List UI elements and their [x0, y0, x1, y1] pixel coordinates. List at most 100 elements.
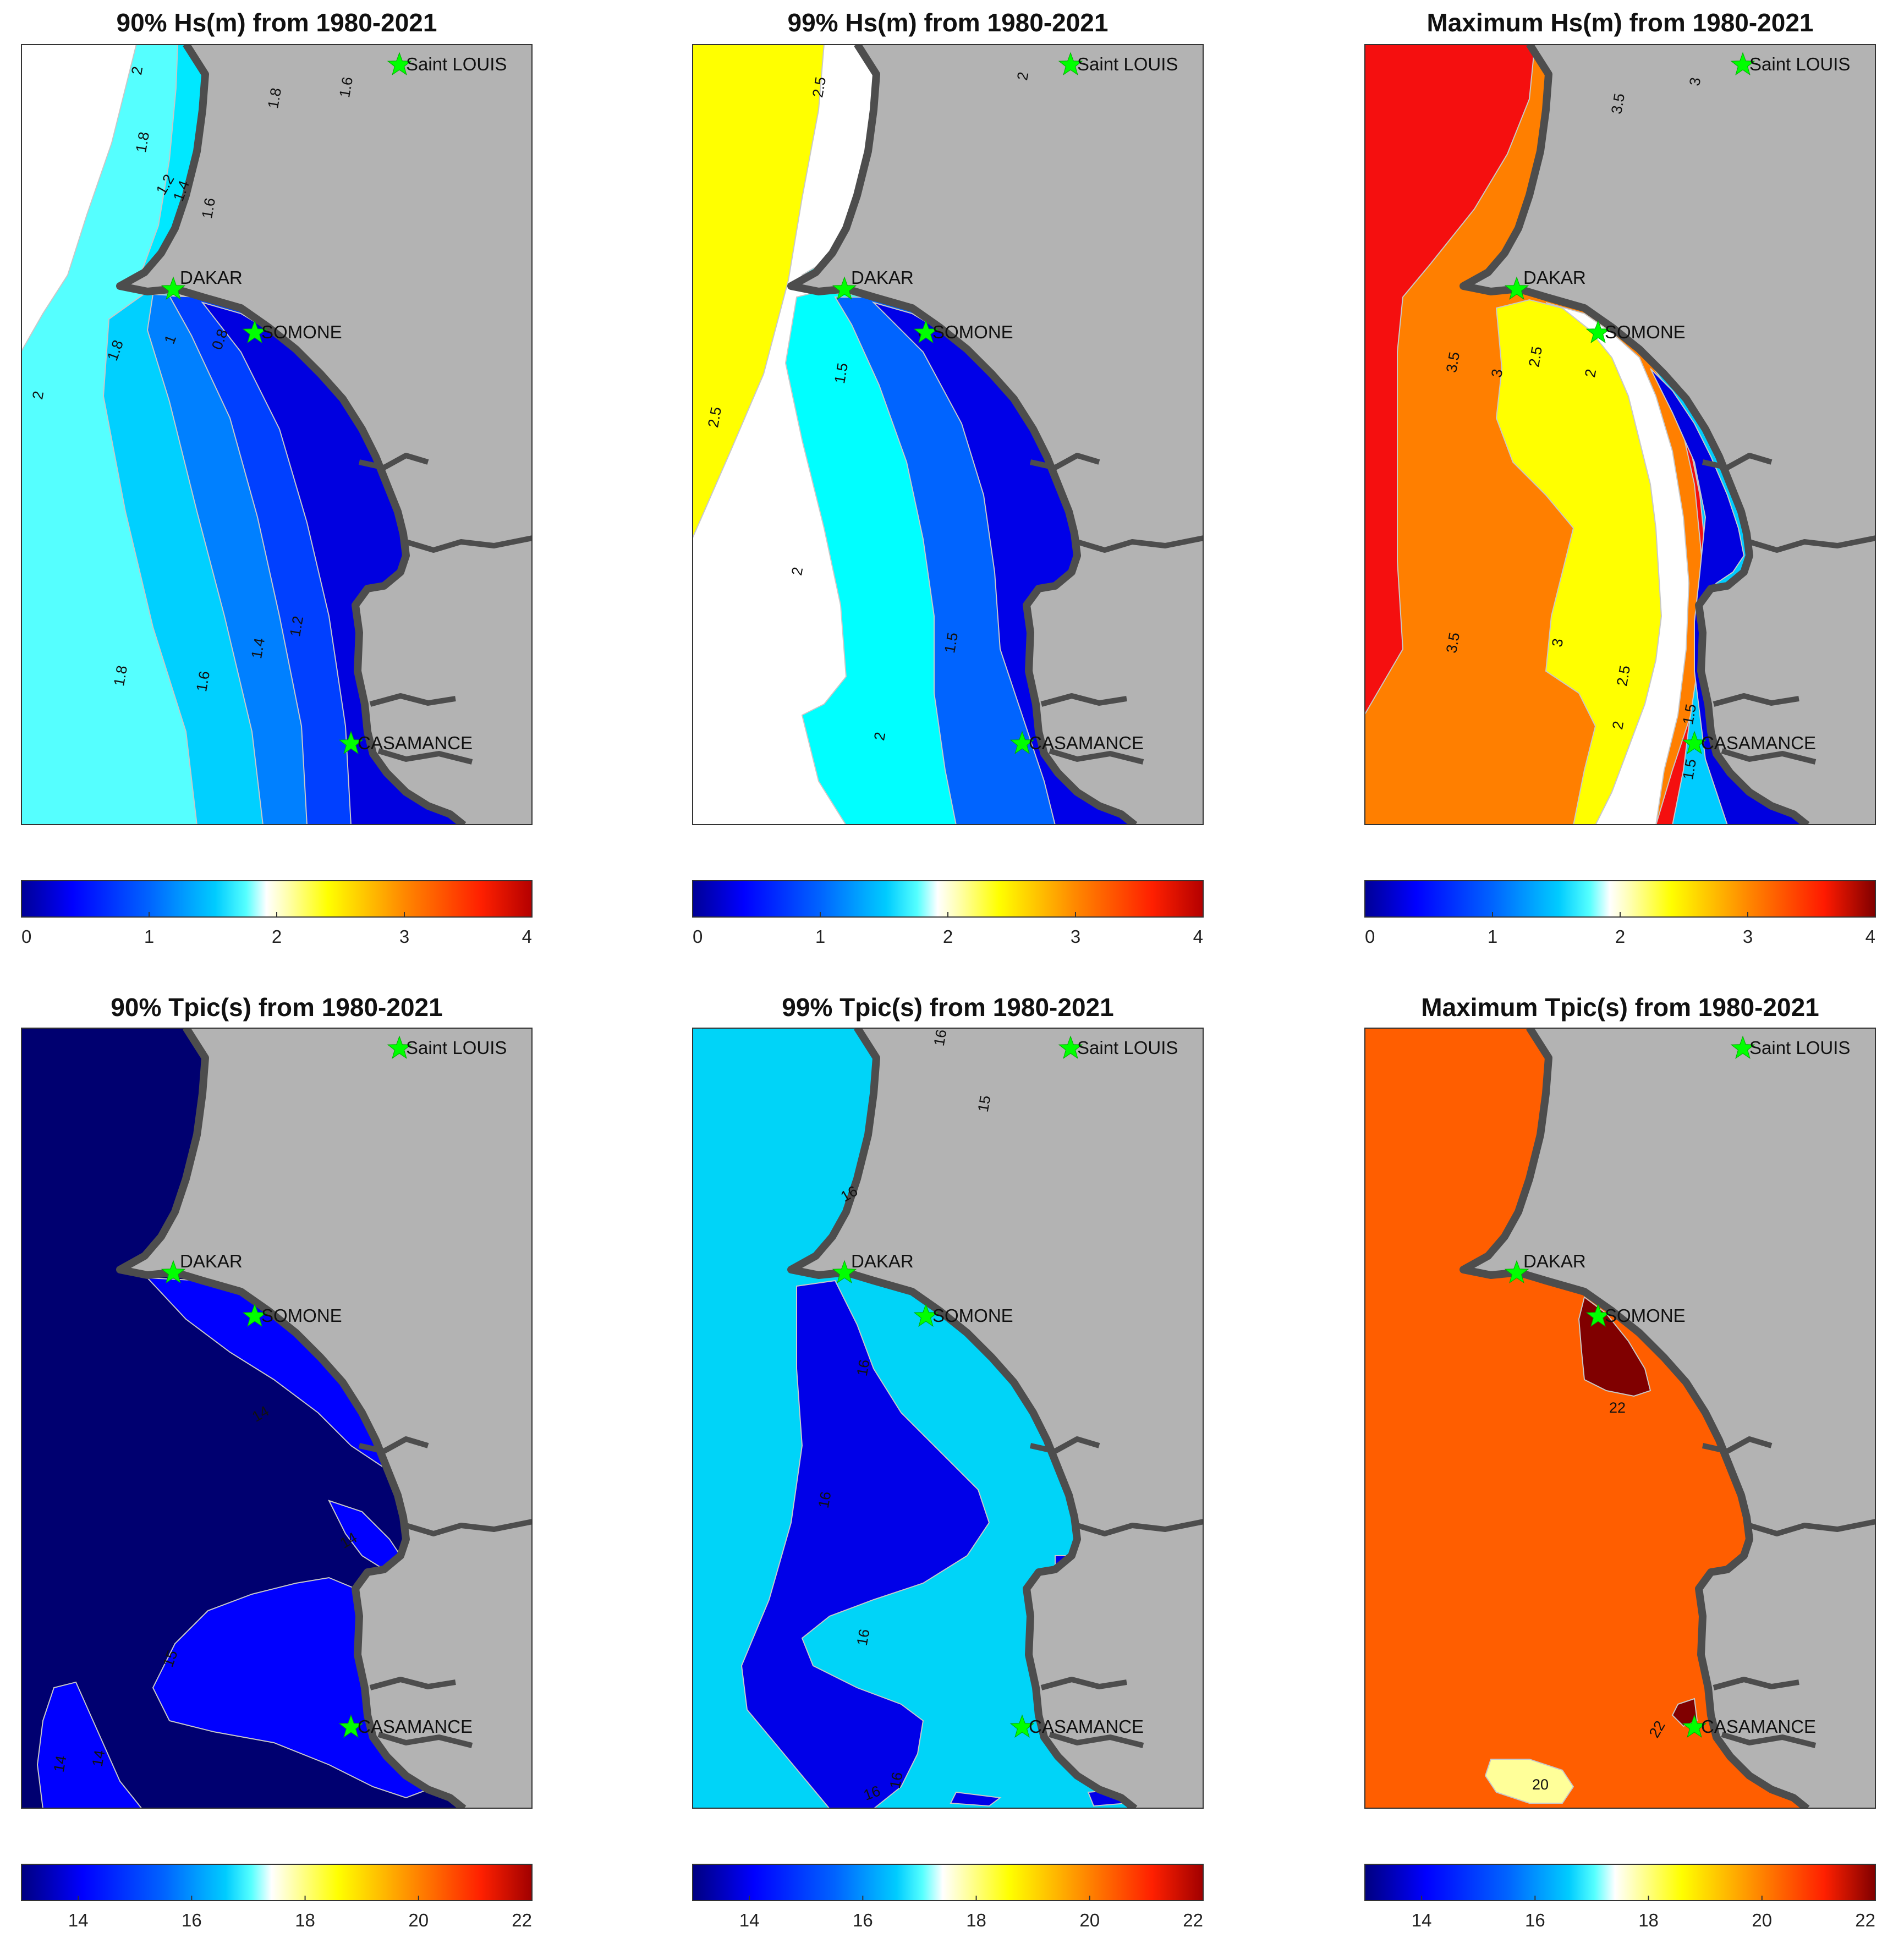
contour-region-1: [21, 44, 138, 354]
contour-label: 3: [1488, 367, 1506, 378]
city-label: SOMONE: [1605, 322, 1686, 342]
contour-label: 22: [1609, 1399, 1626, 1416]
estuary-1: [1702, 1436, 1773, 1454]
city-marker-star-icon: [1682, 731, 1707, 754]
colorbar-tick-label: 14: [739, 1910, 760, 1930]
contour-label: 3: [1686, 76, 1704, 87]
colorbar-gradient: [1364, 880, 1876, 918]
estuary-1: [358, 1436, 429, 1454]
colorbar-tick-label: 16: [182, 1910, 202, 1930]
estuary-1: [1029, 1436, 1100, 1454]
colorbar-tick-label: 16: [1525, 1910, 1545, 1930]
city-marker-star-icon: [242, 1303, 267, 1327]
city-marker-star-icon: [1009, 1714, 1035, 1738]
city-label: Saint LOUIS: [1077, 1037, 1178, 1058]
city-label: CASAMANCE: [1701, 1716, 1816, 1737]
contour-label: 1.6: [193, 669, 213, 693]
colorbar: 0 1 2 3 4: [692, 880, 1204, 947]
city-marker-star-icon: [338, 1714, 364, 1738]
panel-title: 99% Tpic(s) from 1980-2021: [782, 993, 1114, 1022]
panel-title: 90% Tpic(s) from 1980-2021: [111, 993, 443, 1022]
colorbar-tick-label: 3: [1071, 926, 1080, 947]
map-panel-2: 99% Hs(m) from 1980-2021 2 2.5 2.5 2 1.5 1 1.5 2…: [692, 0, 1204, 1960]
estuary-4: [1049, 748, 1144, 765]
city-marker-star-icon: [1585, 320, 1611, 343]
city-marker-star-icon: [1058, 1035, 1083, 1059]
city-marker-star-icon: [387, 52, 412, 75]
colorbar: 0 1 2 3 4: [21, 880, 533, 947]
colorbar: 14 16 18 20 22: [692, 1864, 1204, 1930]
coastline: [116, 1028, 467, 1809]
contour-label: 16: [854, 1628, 873, 1647]
city-label: SOMONE: [932, 1305, 1013, 1326]
city-label: CASAMANCE: [1701, 733, 1816, 753]
contour-label: 1.5: [831, 361, 851, 385]
panel-title: Maximum Tpic(s) from 1980-2021: [1421, 993, 1819, 1022]
colorbar-tick-label: 4: [1865, 926, 1875, 947]
contour-label: 3.5: [1443, 350, 1463, 374]
contour-region-4: [950, 1791, 1002, 1807]
contour-label: 2: [788, 566, 806, 577]
estuary-3: [369, 693, 456, 707]
contour-label: 1.5: [941, 631, 961, 654]
map-frame: [21, 1028, 533, 1809]
estuary-2: [1076, 1519, 1204, 1536]
contour-label: 2: [1014, 70, 1031, 81]
contour-label: 2.5: [1526, 345, 1545, 368]
colorbar: 0 1 2 3 4: [1364, 880, 1876, 947]
map-frame: [692, 44, 1204, 825]
colorbar: 14 16 18 20 22: [1364, 1864, 1876, 1930]
city-label: Saint LOUIS: [1077, 54, 1178, 74]
city-marker-star-icon: [161, 1260, 186, 1283]
estuary-4: [1721, 748, 1817, 765]
city-marker-star-icon: [832, 1260, 857, 1283]
map-canvas: 3.5 3 3.5 3 2.5 2 3.5 3 2.5 2 1.5 1.5 Saint LOUIS DAK…: [1364, 44, 1876, 825]
estuary-1: [1029, 453, 1100, 470]
contour-label: 1.8: [133, 130, 152, 153]
city-label: SOMONE: [261, 1305, 342, 1326]
colorbar-tick-label: 2: [1615, 926, 1625, 947]
colorbar-gradient: [21, 1864, 533, 1901]
land-mass: [791, 44, 1204, 825]
colorbar-tick-label: 0: [1365, 926, 1375, 947]
contour-label: 2.5: [705, 405, 725, 429]
city-marker-star-icon: [161, 276, 186, 300]
land-mass: [120, 44, 533, 825]
land-mass: [1463, 1028, 1876, 1809]
city-label: DAKAR: [180, 1251, 243, 1271]
land-mass: [1463, 44, 1876, 825]
colorbar-tick-label: 0: [21, 926, 31, 947]
estuary-2: [1748, 1519, 1876, 1536]
contour-label: 20: [1532, 1776, 1549, 1793]
contour-label: 2: [1582, 367, 1599, 378]
colorbar-tick-label: 1: [1488, 926, 1497, 947]
contour-label: 1.6: [199, 196, 218, 219]
contour-region-1: [692, 44, 825, 540]
city-label: SOMONE: [932, 322, 1013, 342]
contour-label: 1.8: [265, 86, 284, 109]
city-marker-star-icon: [1682, 1714, 1707, 1738]
map-panel-6: Maximum Tpic(s) from 1980-2021 22 20 22 Sain…: [1364, 0, 1876, 1960]
contour-label: 16: [854, 1358, 873, 1377]
map-frame: [692, 1028, 1204, 1809]
city-label: CASAMANCE: [1029, 733, 1144, 753]
contour-label: 2.5: [1614, 664, 1633, 687]
map-frame: [21, 44, 533, 825]
colorbar-gradient: [692, 880, 1204, 918]
colorbar-tick-label: 18: [1638, 1910, 1659, 1930]
estuary-2: [405, 1519, 533, 1536]
contour-label: 16: [815, 1490, 835, 1509]
contour-label: 1.2: [287, 614, 306, 638]
contour-label: 15: [975, 1094, 994, 1113]
colorbar-gradient: [1364, 1864, 1876, 1901]
colorbar-tick-label: 3: [1743, 926, 1753, 947]
estuary-3: [1040, 1677, 1127, 1690]
colorbar-tick-label: 3: [399, 926, 409, 947]
panel-title: 99% Hs(m) from 1980-2021: [787, 8, 1109, 37]
city-label: DAKAR: [1523, 1251, 1586, 1271]
contour-label: 1.5: [1680, 757, 1699, 781]
city-marker-star-icon: [1504, 276, 1529, 300]
land-mass: [120, 1028, 533, 1809]
